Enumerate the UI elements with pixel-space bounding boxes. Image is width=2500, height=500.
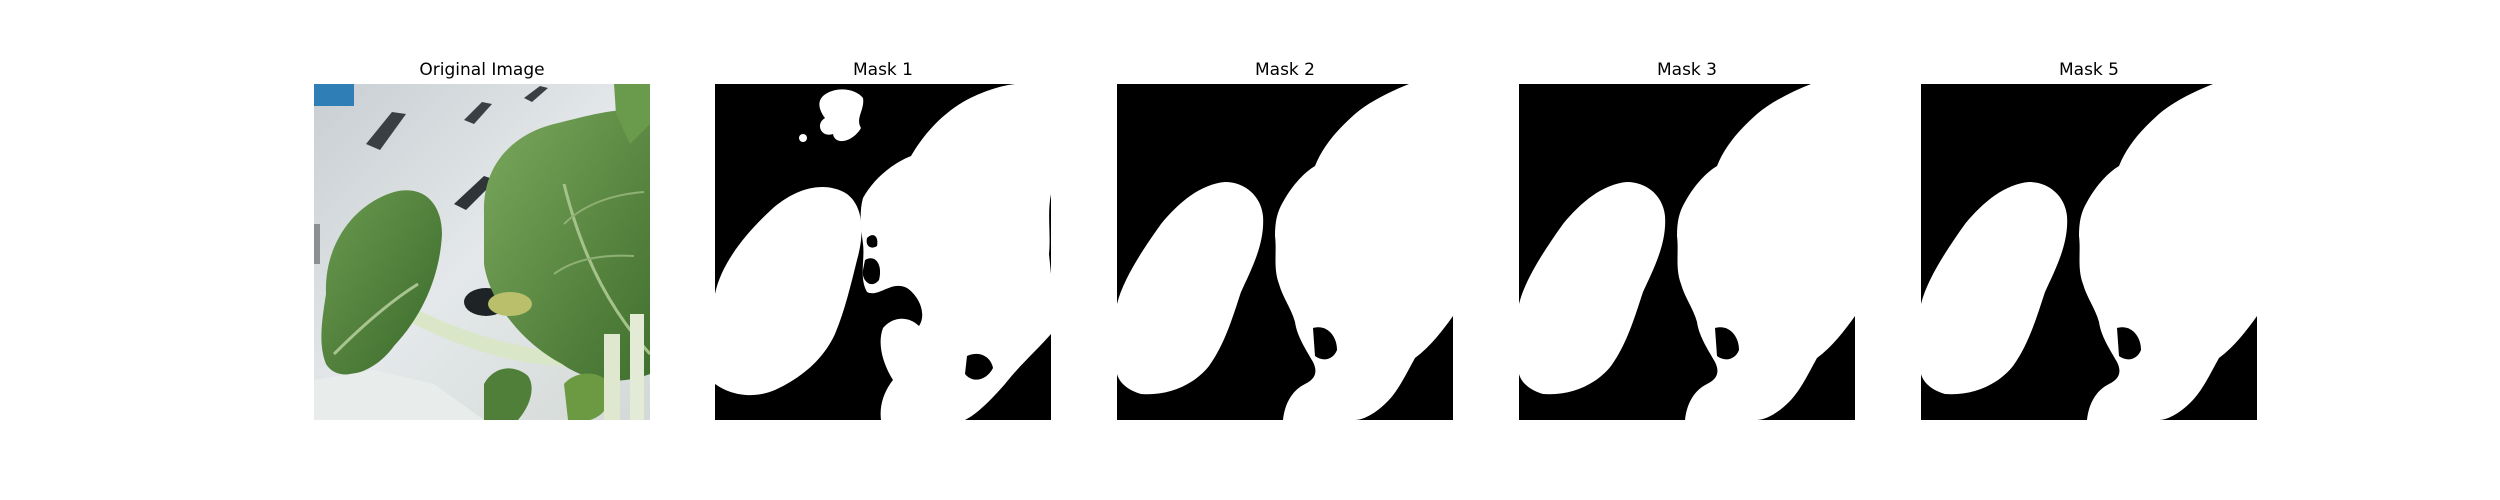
panel-title-mask-5: Mask 5 bbox=[2058, 60, 2119, 80]
panel-title-mask-3: Mask 3 bbox=[1656, 60, 1717, 80]
panel-title-mask-1: Mask 1 bbox=[852, 60, 913, 80]
mask-3-image bbox=[1519, 84, 1855, 420]
mask-1-image bbox=[715, 84, 1051, 420]
mask-2-image bbox=[1117, 84, 1453, 420]
panel-title-mask-2: Mask 2 bbox=[1254, 60, 1315, 80]
original-image bbox=[314, 84, 650, 420]
panel-title-original-image: Original Image bbox=[419, 60, 545, 80]
mask-5-image bbox=[1921, 84, 2257, 420]
